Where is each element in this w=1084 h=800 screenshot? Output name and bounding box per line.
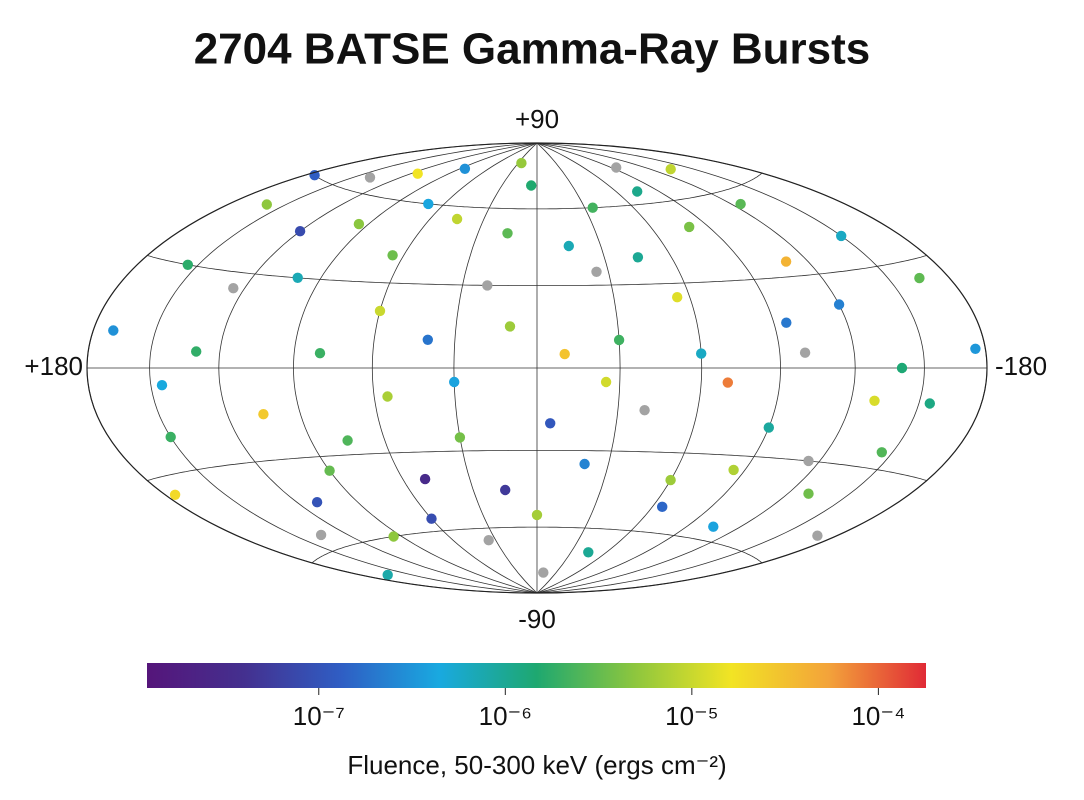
burst-point [324,465,335,476]
colorbar-tick-label: 10⁻⁷ [293,701,345,731]
burst-point [422,334,433,345]
burst-point [156,380,168,391]
colorbar-tick-label: 10⁻⁴ [851,701,905,731]
burst-point [374,305,386,317]
burst-point [342,435,353,446]
burst-point [482,280,493,291]
burst-point [108,325,119,336]
x-tick-label: -180 [995,351,1047,381]
burst-point [311,497,323,508]
burst-point [632,252,644,263]
grid-line [311,172,763,210]
grid-line [147,255,927,286]
burst-point [587,202,598,213]
burst-point [426,513,437,524]
burst-point [696,348,707,359]
burst-point [504,321,516,332]
burst-point [423,198,434,210]
burst-point [665,474,676,486]
burst-point [516,157,527,169]
burst-point [451,213,463,225]
burst-point [639,405,650,416]
burst-point [559,348,570,360]
burst-point [182,259,193,270]
burst-point [261,199,272,210]
burst-point [613,334,625,346]
burst-point [294,226,306,237]
burst-point [387,250,398,261]
chart-title: 2704 BATSE Gamma-Ray Bursts [194,25,871,74]
burst-point [315,529,327,541]
burst-point [526,180,537,191]
burst-point [869,395,880,406]
burst-point [672,292,683,303]
colorbar-label: Fluence, 50-300 keV (ergs cm⁻²) [347,750,726,780]
burst-point [583,547,594,558]
burst-point [799,347,811,358]
burst-point [722,377,733,388]
burst-point [388,531,399,542]
burst-point [780,256,792,267]
burst-point [364,172,376,183]
burst-point [502,228,513,239]
burst-point [258,409,269,420]
burst-point [763,422,774,433]
burst-point [970,343,981,354]
colorbar [147,663,926,688]
burst-point [728,464,739,476]
burst-point [876,447,887,458]
burst-point [459,163,471,174]
burst-point [665,164,676,175]
burst-point [483,535,494,546]
burst-point [708,521,719,532]
y-tick-label: +90 [515,104,559,134]
burst-point [591,266,602,277]
burst-point [781,317,792,328]
burst-point [538,567,549,578]
burst-point [500,484,511,496]
burst-point [803,455,814,467]
colorbar-tick-label: 10⁻⁵ [665,701,718,731]
burst-point [545,418,556,429]
burst-point [169,489,181,500]
burst-point [165,431,176,443]
burst-point [812,530,823,541]
burst-point [833,299,845,310]
burst-point [228,283,239,294]
burst-point [684,221,695,233]
burst-point [735,198,746,210]
burst-point [412,168,423,179]
burst-point [924,398,935,409]
burst-point [454,432,466,443]
burst-point [449,376,460,388]
colorbar-tick-label: 10⁻⁶ [479,701,532,731]
burst-point [191,346,202,357]
burst-point [292,272,303,283]
burst-point [803,488,814,499]
burst-point [836,230,847,242]
burst-point [382,569,393,581]
burst-point [353,218,365,230]
x-tick-label: +180 [24,351,83,381]
burst-point [632,186,643,197]
burst-point [382,391,393,402]
burst-point [579,458,590,470]
burst-point [914,272,925,284]
burst-point [600,376,612,388]
burst-point [657,501,668,512]
grid-line [147,450,927,481]
burst-point [896,362,908,374]
y-tick-label: -90 [518,604,556,634]
burst-point [314,348,326,359]
grid-line [311,526,763,564]
burst-point [531,509,543,521]
burst-point [611,162,622,173]
burst-point [419,473,431,485]
burst-point [563,240,574,252]
